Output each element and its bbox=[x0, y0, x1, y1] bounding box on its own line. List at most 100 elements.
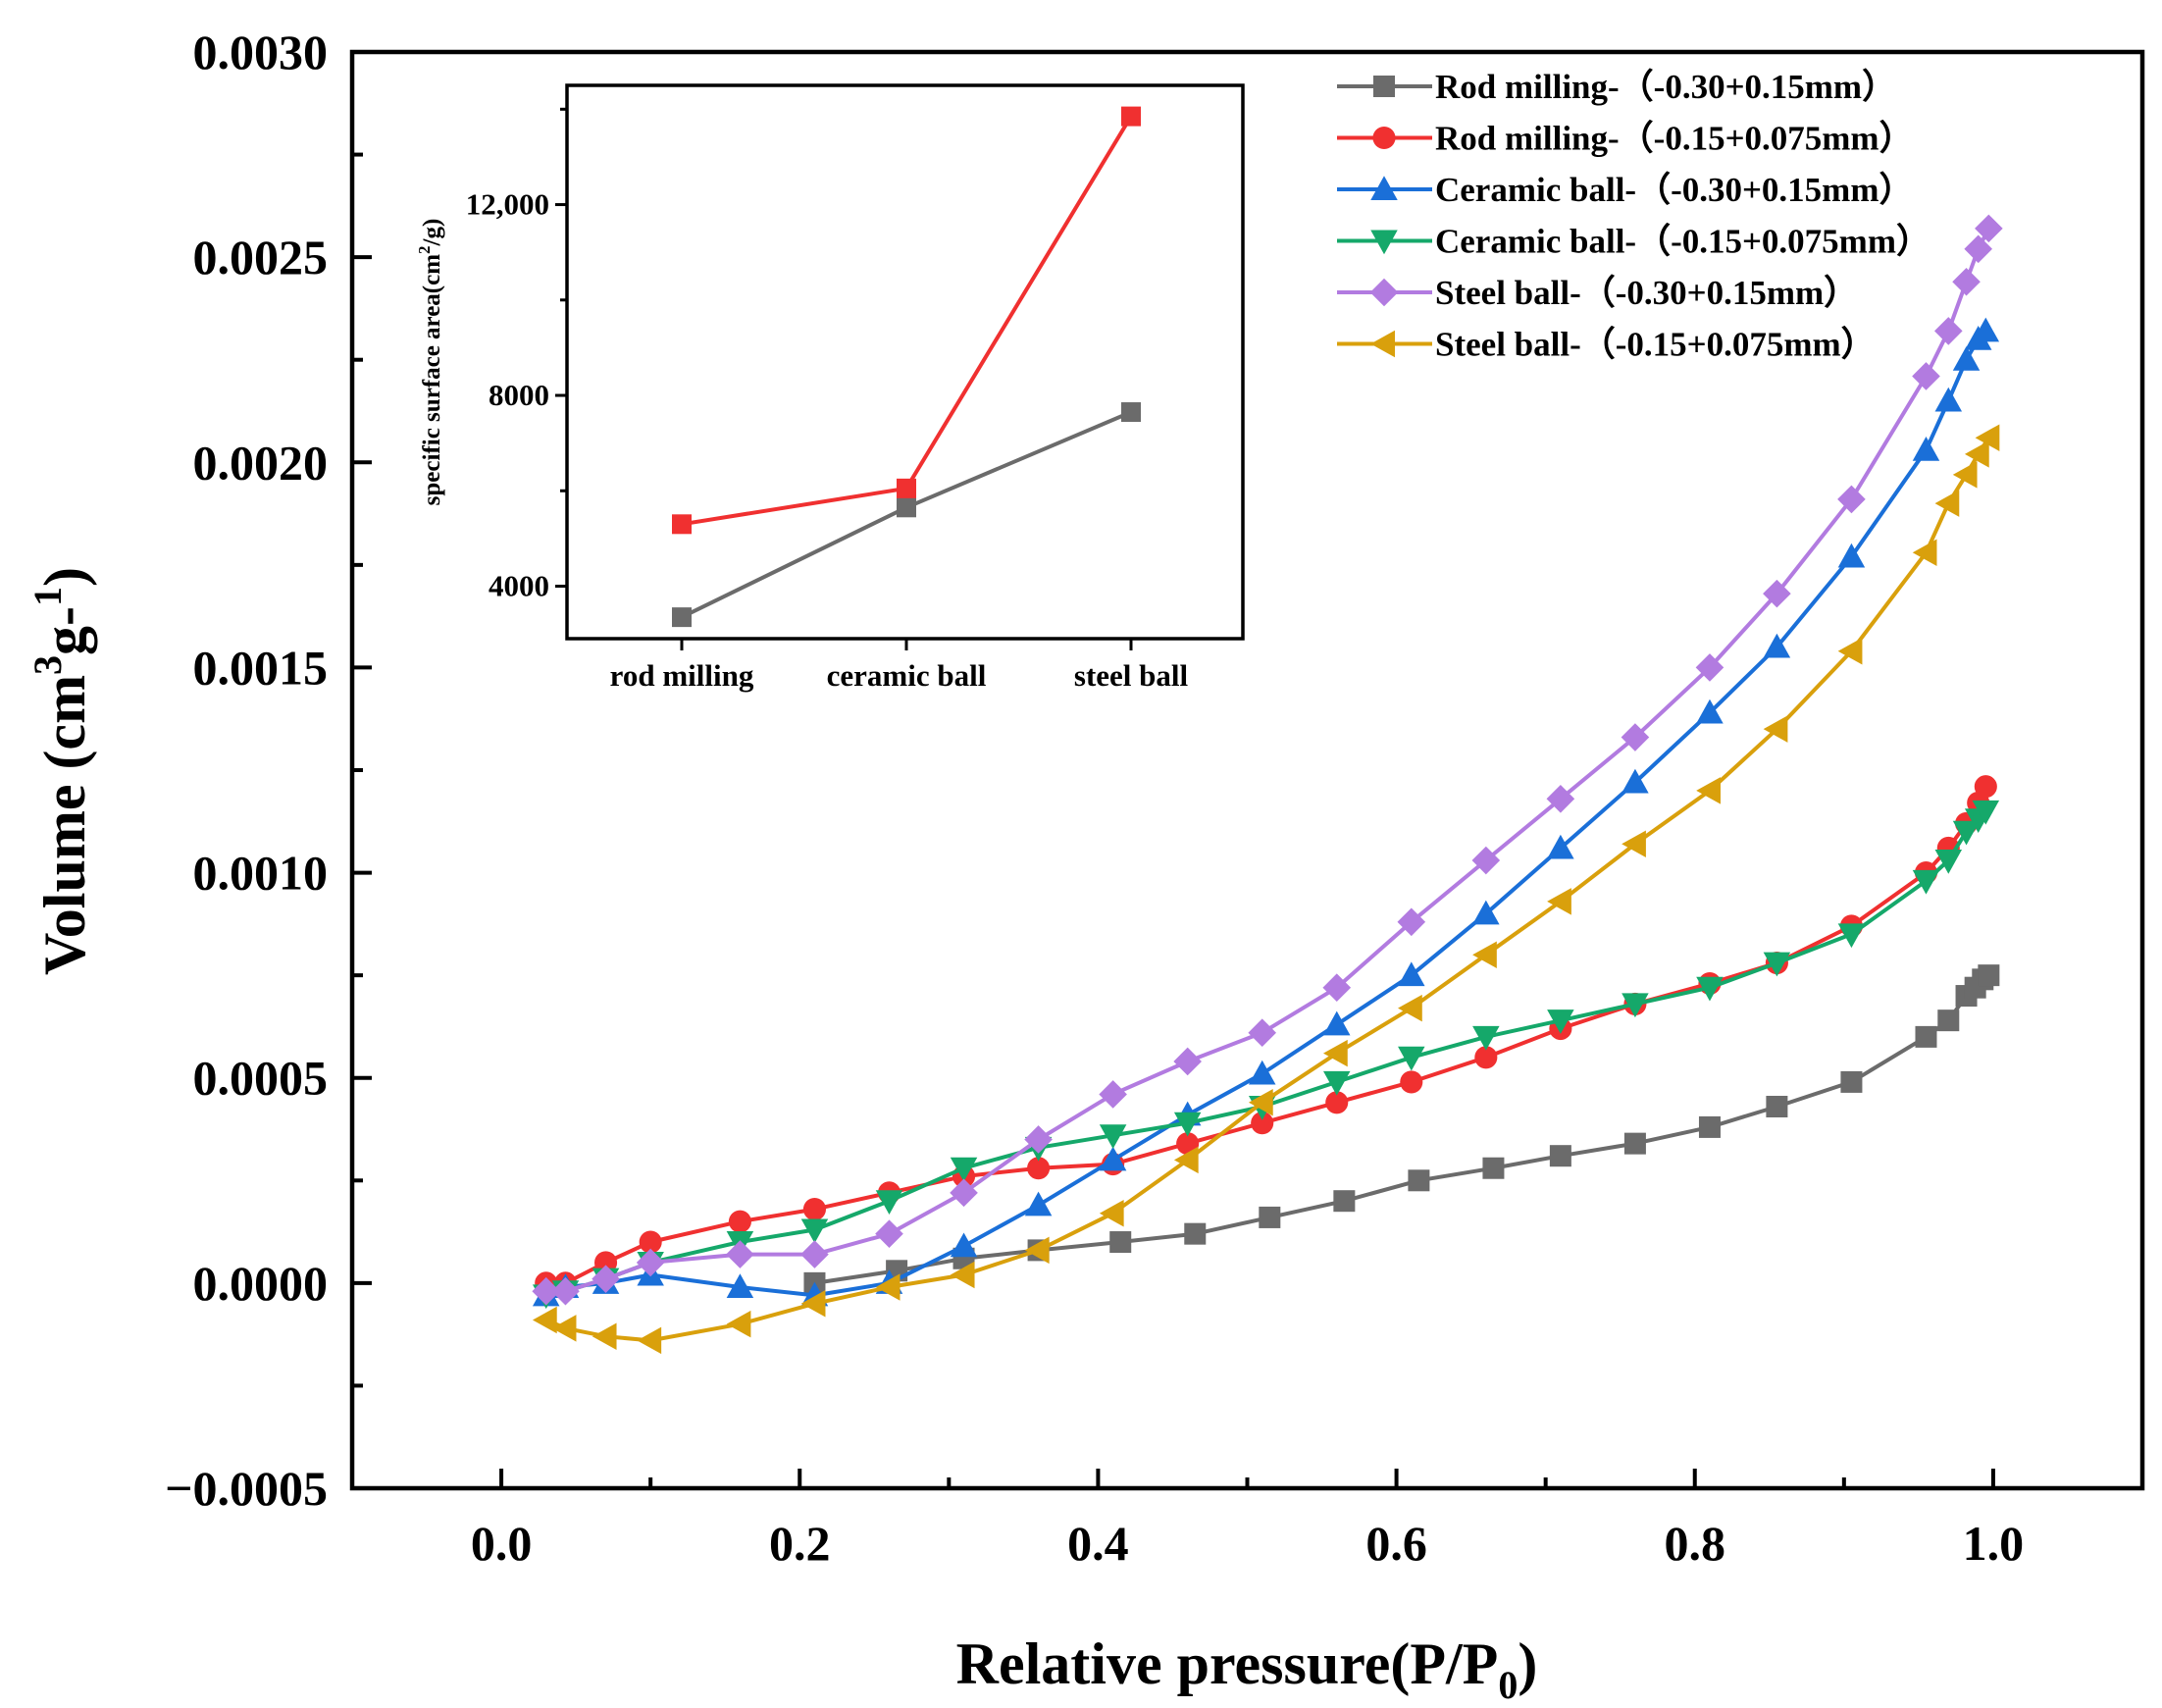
data-point bbox=[875, 1273, 901, 1301]
legend-marker bbox=[1372, 126, 1396, 150]
data-point bbox=[1934, 850, 1963, 874]
data-point bbox=[1322, 973, 1352, 1002]
inset-series-layer bbox=[672, 106, 1141, 628]
data-point bbox=[1024, 1236, 1050, 1265]
data-point bbox=[1248, 1089, 1273, 1116]
legend-label: Rod milling-（-0.15+0.075mm） bbox=[1435, 120, 1914, 158]
series-line bbox=[544, 437, 1991, 1343]
data-point bbox=[1259, 1206, 1281, 1228]
inset-data-point bbox=[672, 607, 692, 628]
data-point bbox=[1248, 1060, 1276, 1085]
x-tick-label: 0.2 bbox=[769, 1516, 831, 1571]
data-point bbox=[1024, 1125, 1053, 1154]
data-point bbox=[1173, 1112, 1202, 1137]
series-line bbox=[544, 330, 1987, 1298]
data-point bbox=[1837, 923, 1866, 949]
data-point bbox=[1547, 888, 1571, 915]
series-3 bbox=[532, 317, 2000, 1307]
inset-y-tick-label: 8000 bbox=[489, 378, 549, 412]
legend-marker bbox=[1370, 230, 1398, 255]
data-point bbox=[1696, 976, 1724, 1002]
data-point bbox=[1251, 1112, 1274, 1135]
data-point bbox=[1622, 993, 1649, 1018]
data-point bbox=[1766, 1095, 1788, 1117]
data-point bbox=[592, 1322, 617, 1350]
data-point bbox=[802, 1198, 827, 1221]
data-point bbox=[950, 1178, 978, 1208]
legend-marker bbox=[1370, 176, 1398, 200]
series-4 bbox=[532, 800, 2000, 1310]
main-plot-frame bbox=[349, 49, 2145, 1491]
x-tick-label: 0.6 bbox=[1365, 1516, 1427, 1571]
data-point bbox=[1952, 820, 1981, 846]
data-point bbox=[1099, 1146, 1127, 1171]
inset-data-point bbox=[672, 514, 692, 535]
data-point bbox=[1173, 1146, 1199, 1174]
data-point bbox=[1837, 543, 1866, 568]
legend-item: Steel ball-（-0.15+0.075mm） bbox=[1337, 326, 1876, 364]
data-point bbox=[551, 1315, 577, 1342]
inset-chart: 4000 8000 12,000 rod milling ceramic ball ste… bbox=[415, 83, 1245, 693]
inset-x-tick-label: steel ball bbox=[1074, 658, 1189, 693]
legend-marker bbox=[1373, 76, 1395, 97]
inset-series-line bbox=[681, 115, 1133, 527]
data-point bbox=[875, 1190, 903, 1215]
data-point bbox=[800, 1290, 826, 1318]
inset-y-tick-label: 12,000 bbox=[466, 187, 549, 222]
data-point bbox=[1027, 1157, 1051, 1180]
data-point bbox=[1837, 485, 1866, 514]
y-tick-label: 0.0025 bbox=[193, 230, 329, 285]
inset-x-tick-label: rod milling bbox=[610, 658, 754, 693]
data-point bbox=[726, 1273, 754, 1299]
legend-label: Ceramic ball-（-0.30+0.15mm） bbox=[1435, 171, 1914, 209]
data-point bbox=[1398, 994, 1422, 1022]
y-tick-label: 0.0020 bbox=[193, 435, 329, 490]
x-tick-label: 0.0 bbox=[471, 1516, 533, 1571]
data-point bbox=[950, 1157, 978, 1182]
data-point bbox=[1763, 633, 1791, 658]
x-tick-label: 1.0 bbox=[1963, 1516, 2025, 1571]
data-point bbox=[726, 1310, 751, 1338]
data-point bbox=[639, 1230, 662, 1254]
y-tick-label: 0.0015 bbox=[193, 640, 329, 695]
data-point bbox=[636, 1248, 665, 1277]
legend-item: Rod milling-（-0.15+0.075mm） bbox=[1337, 120, 1914, 158]
legend-label: Steel ball-（-0.15+0.075mm） bbox=[1435, 326, 1876, 364]
data-point bbox=[1398, 1046, 1425, 1071]
legend-marker bbox=[1369, 278, 1399, 307]
data-point bbox=[1474, 1046, 1498, 1069]
series-1 bbox=[803, 964, 2000, 1294]
data-point bbox=[950, 1232, 978, 1258]
data-point bbox=[1400, 1070, 1423, 1094]
legend-label: Ceramic ball-（-0.15+0.075mm） bbox=[1435, 223, 1930, 261]
inset-series-1 bbox=[672, 402, 1141, 628]
legend-marker bbox=[1370, 330, 1395, 358]
data-point bbox=[1934, 490, 1960, 517]
data-point bbox=[592, 1265, 620, 1293]
data-point bbox=[728, 1210, 751, 1233]
data-point bbox=[1937, 1009, 1960, 1032]
data-point bbox=[1695, 653, 1724, 682]
data-point bbox=[551, 1276, 580, 1306]
data-point bbox=[800, 1218, 829, 1244]
data-point bbox=[1975, 214, 2003, 243]
data-point bbox=[532, 1276, 561, 1306]
data-point bbox=[1109, 1231, 1132, 1254]
x-tick-label: 0.8 bbox=[1665, 1516, 1726, 1571]
data-point bbox=[1912, 436, 1940, 461]
data-point bbox=[1912, 539, 1937, 567]
x-tick-label: 0.4 bbox=[1067, 1516, 1129, 1571]
inset-y-axis-title: specific surface area(cm2/g) bbox=[415, 219, 445, 506]
data-point bbox=[1099, 1080, 1127, 1109]
y-tick-label: 0.0000 bbox=[193, 1256, 329, 1311]
data-point bbox=[1546, 784, 1575, 813]
data-point bbox=[1763, 952, 1791, 977]
data-point bbox=[1184, 1222, 1207, 1245]
main-tick-labels: 0.0 0.2 0.4 0.6 0.8 1.0 −0.0005 0.0000 0.0005 0.0… bbox=[165, 25, 2024, 1571]
data-point bbox=[1840, 1070, 1863, 1093]
data-point bbox=[1482, 1157, 1505, 1179]
data-point bbox=[1975, 424, 2000, 451]
data-point bbox=[1176, 1132, 1200, 1156]
data-point bbox=[1952, 345, 1981, 371]
series-6 bbox=[532, 424, 2000, 1355]
